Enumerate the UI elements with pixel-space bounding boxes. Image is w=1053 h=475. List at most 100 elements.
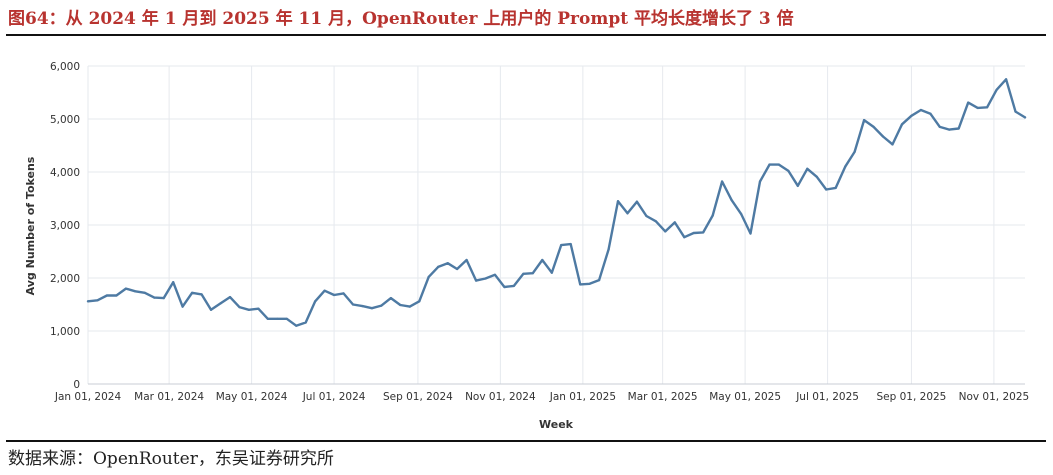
data-point (616, 200, 620, 203)
data-point (881, 135, 885, 138)
data-point (389, 297, 392, 300)
x-tick-label: Jul 01, 2024 (302, 391, 366, 403)
x-tick-label: Jul 01, 2025 (795, 391, 859, 403)
y-tick-label: 5,000 (50, 114, 80, 126)
data-point (351, 303, 355, 306)
data-point (96, 299, 99, 302)
data-point (730, 199, 733, 202)
x-tick-label: Jan 01, 2024 (54, 391, 122, 403)
data-point (134, 290, 137, 293)
data-point (654, 220, 658, 223)
data-point (976, 106, 979, 109)
data-point (891, 143, 894, 146)
data-point (929, 112, 932, 115)
data-point (768, 163, 771, 166)
data-point (541, 258, 544, 262)
y-axis-title: Avg Number of Tokens (24, 156, 37, 295)
x-tick-label: May 01, 2024 (216, 391, 288, 403)
data-point (323, 289, 326, 292)
data-point (702, 231, 705, 234)
x-axis-ticks: Jan 01, 2024 Mar 01, 2024 May 01, 2024 Jul … (54, 391, 1029, 403)
y-tick-label: 3,000 (50, 220, 80, 232)
data-point (266, 317, 269, 320)
x-tick-label: May 01, 2025 (709, 391, 781, 403)
data-point (607, 248, 610, 251)
data-point (342, 292, 345, 295)
bottom-rule (6, 440, 1046, 442)
data-point (238, 306, 241, 309)
data-point (446, 262, 449, 265)
data-point (844, 165, 847, 168)
data-point (938, 125, 941, 128)
data-point (304, 321, 307, 324)
data-point (247, 308, 250, 311)
data-point (475, 279, 478, 282)
data-point (484, 277, 487, 280)
data-point (853, 150, 856, 153)
data-point (361, 305, 364, 308)
y-axis-ticks: 0 1,000 2,000 3,000 4,000 5,000 6,000 (50, 61, 80, 391)
data-point (1023, 116, 1027, 119)
data-point (910, 114, 913, 117)
data-point (257, 307, 260, 310)
data-point (219, 302, 222, 305)
x-tick-label: Nov 01, 2025 (959, 391, 1030, 403)
data-point (777, 163, 781, 166)
data-point (380, 304, 383, 307)
data-point (749, 232, 752, 235)
data-point (796, 184, 799, 187)
data-point (863, 119, 866, 122)
x-tick-label: Mar 01, 2025 (628, 391, 698, 403)
data-point (191, 291, 194, 294)
series-line (86, 78, 1027, 327)
data-point (598, 279, 601, 282)
data-point (115, 294, 118, 297)
data-point (153, 296, 156, 299)
data-point (456, 267, 459, 271)
data-point (569, 243, 572, 246)
data-point (105, 294, 108, 297)
data-point (900, 123, 904, 126)
data-point (683, 236, 686, 239)
data-point (673, 221, 676, 224)
data-point (626, 212, 629, 215)
data-point (995, 88, 998, 91)
data-point (948, 128, 951, 131)
data-point (181, 305, 184, 308)
data-point (172, 281, 175, 284)
top-rule (6, 34, 1046, 36)
data-point (787, 169, 790, 172)
data-point (427, 275, 430, 278)
data-point (493, 273, 497, 276)
x-tick-label: Sep 01, 2025 (876, 391, 946, 403)
data-point (645, 214, 648, 218)
data-point (522, 272, 525, 275)
data-point (806, 167, 809, 170)
data-point (692, 231, 695, 235)
data-point (285, 317, 288, 320)
data-point (531, 272, 534, 275)
data-point (399, 303, 402, 307)
data-point (276, 317, 279, 320)
data-point (503, 285, 506, 289)
x-tick-label: Sep 01, 2024 (383, 391, 453, 403)
data-point (200, 293, 203, 296)
data-point (872, 125, 875, 128)
data-point (815, 175, 818, 178)
data-point (228, 296, 232, 299)
data-point (295, 324, 298, 327)
data-point (957, 127, 960, 130)
y-tick-label: 6,000 (50, 61, 80, 73)
y-tick-label: 0 (73, 379, 80, 391)
data-point (758, 180, 762, 183)
chart-area: 0 1,000 2,000 3,000 4,000 5,000 6,000 Jan 01, … (0, 36, 1053, 442)
data-point (162, 297, 165, 300)
y-tick-label: 4,000 (50, 167, 80, 179)
data-point (834, 186, 837, 189)
data-point (333, 293, 336, 297)
x-axis-title: Week (539, 418, 574, 431)
figure-source: 数据来源：OpenRouter，东吴证券研究所 (8, 449, 334, 469)
data-point (986, 106, 989, 109)
data-point (711, 214, 714, 217)
x-tick-label: Jan 01, 2025 (549, 391, 616, 403)
